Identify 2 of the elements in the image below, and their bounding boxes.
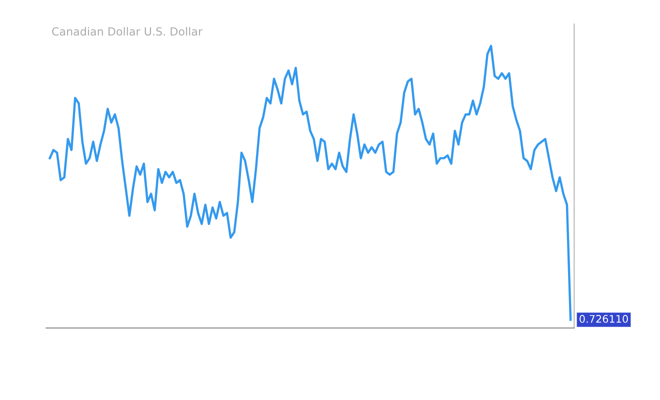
text: 0.726110 <box>580 314 628 323</box>
chart-title: Canadian Dollar U.S. Dollar <box>52 27 203 36</box>
